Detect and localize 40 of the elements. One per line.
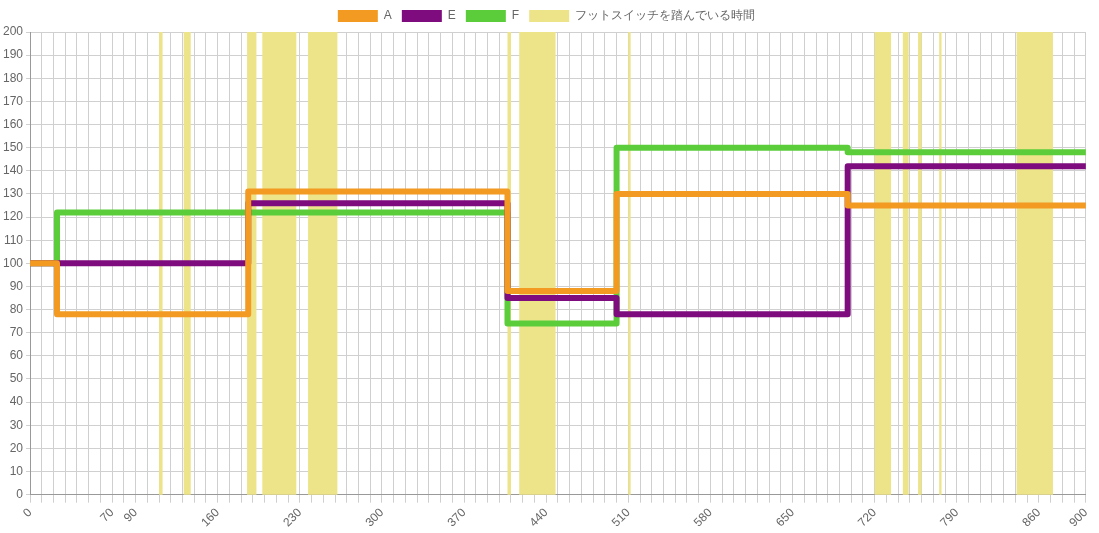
y-tick-label: 20 [9,440,24,455]
y-tick-label: 50 [9,371,24,386]
x-tick-label: 580 [690,505,716,530]
x-tick-label: 160 [198,505,223,530]
legend-label: F [511,8,520,23]
y-tick-label: 80 [9,301,24,316]
y-tick-label: 150 [2,139,24,154]
y-tick-label: 160 [2,116,24,131]
legend-label: E [447,8,456,23]
x-tick-label: 860 [1019,505,1044,530]
y-tick-label: 60 [9,348,24,363]
y-tick-label: 140 [2,163,24,178]
y-tick-label: 10 [9,463,24,478]
x-tick-label: 510 [608,505,633,530]
x-tick-label: 720 [855,505,880,530]
x-tick-label: 650 [772,505,798,530]
y-tick-label: 170 [2,93,24,108]
y-tick-label: 180 [2,70,24,85]
y-tick-label: 130 [2,186,24,201]
x-tick-label: 440 [526,505,551,530]
x-tick-label: 70 [97,505,117,525]
y-tick-label: 70 [9,325,24,340]
y-tick-label: 90 [9,278,24,293]
legend-label: フットスイッチを踏んでいる時間 [575,8,756,23]
y-tick-label: 40 [9,394,24,409]
x-tick-label: 0 [19,505,35,520]
x-tick-label: 90 [120,505,141,525]
x-tick-label: 370 [444,505,469,530]
legend-label: A [383,8,392,23]
y-tick-label: 200 [2,24,24,39]
y-tick-label: 30 [9,417,24,432]
x-tick-label: 790 [937,505,962,530]
y-tick-label: 190 [2,47,24,62]
x-tick-label: 230 [280,505,305,530]
y-tick-label: 120 [2,209,24,224]
x-tick-label: 300 [362,505,387,530]
y-tick-label: 110 [3,232,24,247]
y-tick-label: 100 [2,255,24,270]
y-tick-label: 0 [16,486,24,501]
x-tick-label: 900 [1066,505,1091,530]
